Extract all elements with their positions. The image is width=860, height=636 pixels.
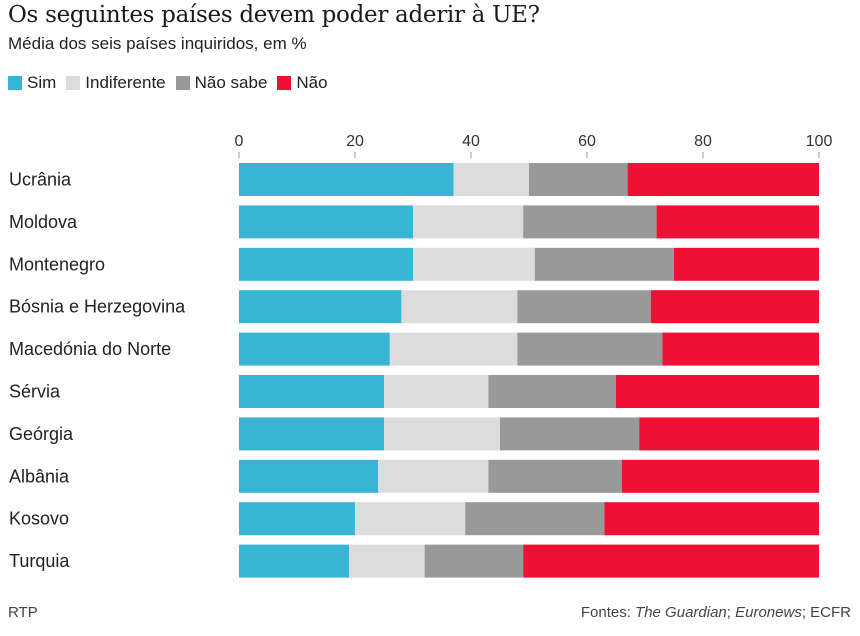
sources-sep: ; (726, 604, 736, 621)
footer-sources: Fontes: The Guardian; Euronews; ECFR (581, 604, 851, 621)
bar-indiferente (413, 247, 535, 281)
bar-sim (239, 163, 454, 196)
legend-item-0: Sim (8, 73, 56, 93)
bar-indiferente (453, 163, 529, 196)
bar-n-o-sabe (488, 459, 622, 493)
legend: Sim Indiferente Não sabe Não (8, 73, 328, 93)
bar-sim (239, 502, 355, 536)
bar-sim (239, 375, 384, 408)
category-label: Ucrânia (9, 170, 72, 190)
x-tick-label: 60 (578, 133, 596, 150)
legend-swatch (66, 76, 81, 90)
x-tick-label: 40 (462, 133, 480, 150)
bar-indiferente (378, 459, 489, 493)
category-label: Sérvia (9, 382, 61, 402)
legend-swatch (277, 76, 292, 90)
sources-label: Fontes: (580, 604, 636, 621)
legend-swatch (175, 76, 190, 90)
bar-n-o-sabe (523, 205, 657, 239)
category-label: Turquia (9, 551, 70, 571)
category-label: Albânia (9, 466, 70, 486)
bar-indiferente (355, 502, 466, 536)
bar-n-o-sabe (500, 417, 640, 451)
bar-indiferente (413, 205, 524, 239)
legend-label: Indiferente (85, 73, 166, 92)
bar-indiferente (384, 375, 489, 408)
category-label: Geórgia (9, 424, 74, 444)
source-euronews: Euronews (735, 604, 802, 621)
bar-sim (239, 459, 379, 493)
bar-n-o (627, 163, 819, 196)
bar-n-o (656, 205, 819, 239)
bar-n-o (650, 290, 819, 324)
bar-n-o-sabe (534, 247, 674, 281)
bar-sim (239, 247, 413, 281)
bar-n-o (616, 375, 819, 408)
legend-swatch (8, 76, 22, 90)
bar-n-o-sabe (517, 332, 663, 366)
bar-indiferente (349, 544, 425, 578)
x-tick-label: 100 (806, 133, 833, 150)
bar-n-o-sabe (529, 163, 628, 196)
bar-n-o-sabe (517, 290, 651, 324)
bar-indiferente (389, 332, 518, 366)
bar-n-o (604, 502, 819, 536)
bar-indiferente (401, 290, 518, 324)
bar-indiferente (384, 417, 500, 451)
category-label: Montenegro (9, 254, 105, 274)
bar-n-o-sabe (424, 544, 524, 578)
legend-item-1: Indiferente (66, 73, 166, 93)
source-guardian: The Guardian (635, 604, 727, 621)
bar-sim (239, 205, 413, 239)
bar-sim (239, 417, 384, 451)
chart-title: Os seguintes países devem poder aderir à… (8, 2, 540, 28)
category-label: Kosovo (9, 509, 69, 529)
bar-n-o (662, 332, 819, 366)
bar-n-o (639, 417, 819, 451)
bar-n-o (523, 544, 819, 578)
category-label: Macedónia do Norte (9, 339, 171, 359)
bar-sim (239, 290, 402, 324)
bar-sim (239, 544, 350, 578)
category-label: Bósnia e Herzegovina (9, 297, 186, 317)
x-tick-label: 20 (346, 133, 364, 150)
chart-subtitle: Média dos seis países inquiridos, em % (8, 34, 307, 53)
bar-n-o-sabe (488, 375, 616, 408)
bar-n-o (674, 247, 819, 281)
legend-label: Sim (27, 73, 57, 92)
bar-n-o-sabe (465, 502, 605, 536)
x-tick-label: 80 (694, 133, 712, 150)
bar-n-o (621, 459, 819, 493)
legend-label: Não sabe (194, 73, 268, 92)
x-tick-label: 0 (235, 133, 244, 150)
legend-label: Não (296, 73, 328, 92)
bar-sim (239, 332, 390, 366)
footer-credit: RTP (8, 604, 38, 621)
legend-item-3: Não (277, 73, 328, 93)
category-label: Moldova (9, 212, 78, 232)
legend-item-2: Não sabe (175, 73, 268, 93)
source-ecfr: ; ECFR (801, 604, 851, 621)
